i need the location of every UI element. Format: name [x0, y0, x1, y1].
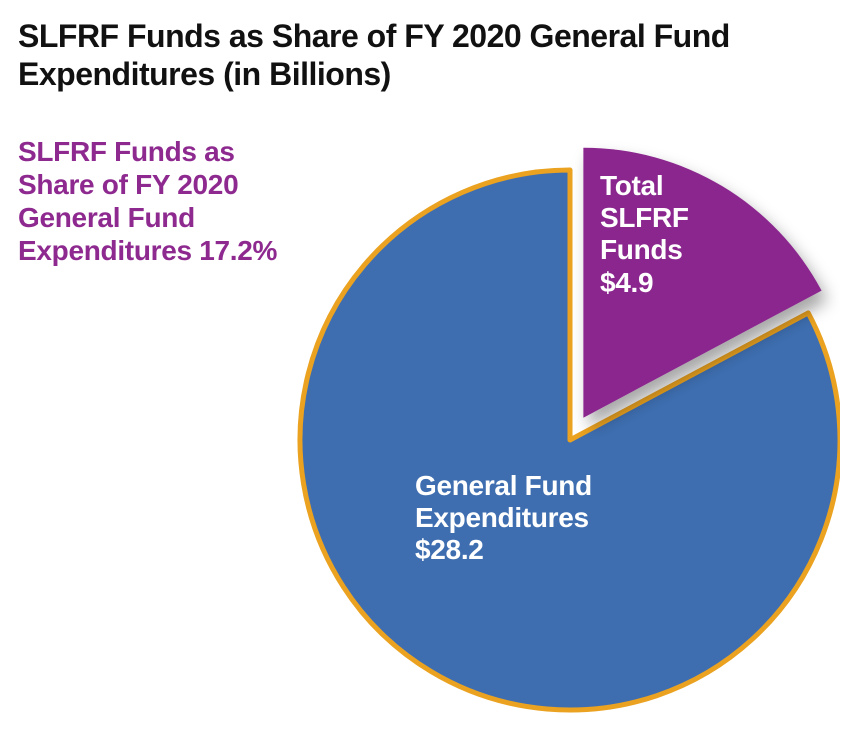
- chart-title: SLFRF Funds as Share of FY 2020 General …: [18, 18, 738, 94]
- pie-chart-svg: [280, 125, 840, 715]
- pie-label-slfrf: TotalSLFRFFunds$4.9: [600, 170, 689, 299]
- chart-subtitle: SLFRF Funds as Share of FY 2020 General …: [18, 135, 278, 267]
- pie-label-general-fund: General FundExpenditures$28.2: [415, 470, 592, 567]
- pie-chart: TotalSLFRFFunds$4.9 General FundExpenditu…: [280, 125, 840, 715]
